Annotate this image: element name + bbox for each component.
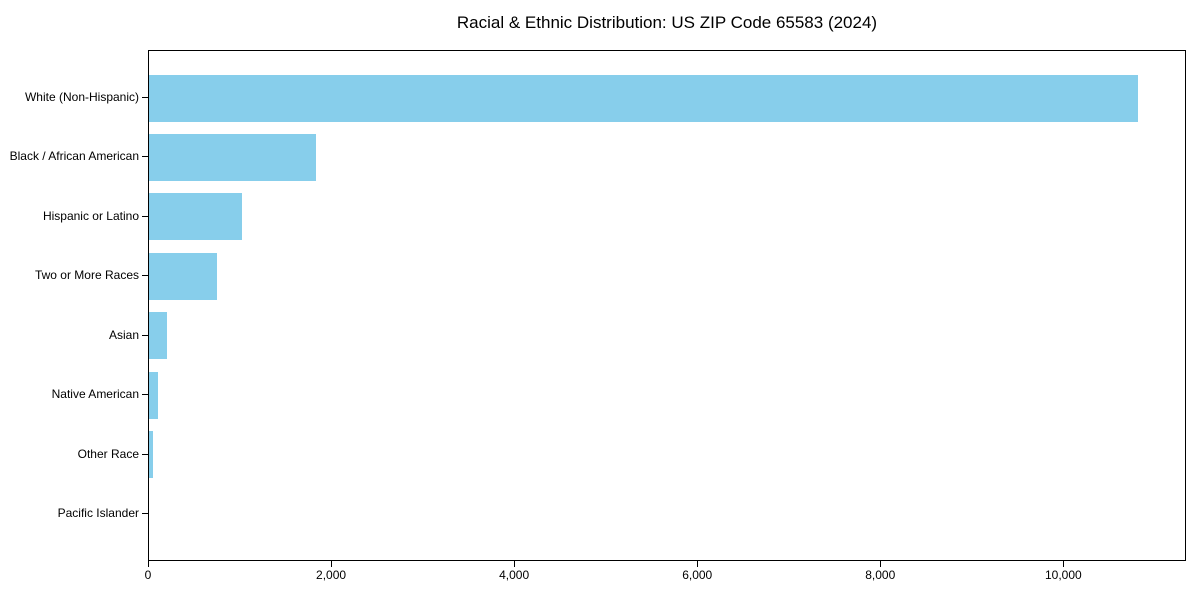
bar [149,312,168,360]
y-tick-label: White (Non-Hispanic) [24,90,139,104]
x-tick-mark [697,561,699,567]
y-tick-label: Other Race [77,446,139,461]
bar [149,371,159,419]
y-tick-mark [142,453,148,455]
bar [149,74,1138,122]
y-tick-label: Black / African American [9,149,139,164]
y-tick-label: Two or More Races [34,268,139,283]
y-tick-label: Asian [108,327,139,342]
y-tick-label: Native American [51,387,139,402]
bar [149,133,316,181]
plot-area [148,50,1186,561]
bar [149,431,154,479]
y-tick-mark [142,394,148,396]
y-tick-mark [142,275,148,277]
y-tick-label: Hispanic or Latino [42,208,139,223]
y-tick-mark [142,513,148,514]
x-tick-mark [331,561,333,567]
x-tick-label: 10,000 [1044,568,1082,582]
x-tick-label: 2,000 [316,568,347,582]
y-tick-mark [142,334,148,336]
x-tick-label: 4,000 [499,568,530,582]
x-tick-mark [514,561,516,567]
y-tick-label: Pacific Islander [57,506,139,520]
x-tick-mark [148,561,149,567]
x-tick-label: 6,000 [682,568,713,582]
bar [149,193,243,241]
x-tick-mark [1063,561,1065,567]
chart-title: Racial & Ethnic Distribution: US ZIP Cod… [456,13,878,32]
y-tick-mark [142,215,148,217]
x-tick-mark [880,561,882,567]
x-tick-label: 8,000 [865,568,896,582]
y-tick-mark [142,97,148,98]
bar [149,252,217,300]
x-tick-label: 0 [144,568,152,582]
y-tick-mark [142,156,148,158]
